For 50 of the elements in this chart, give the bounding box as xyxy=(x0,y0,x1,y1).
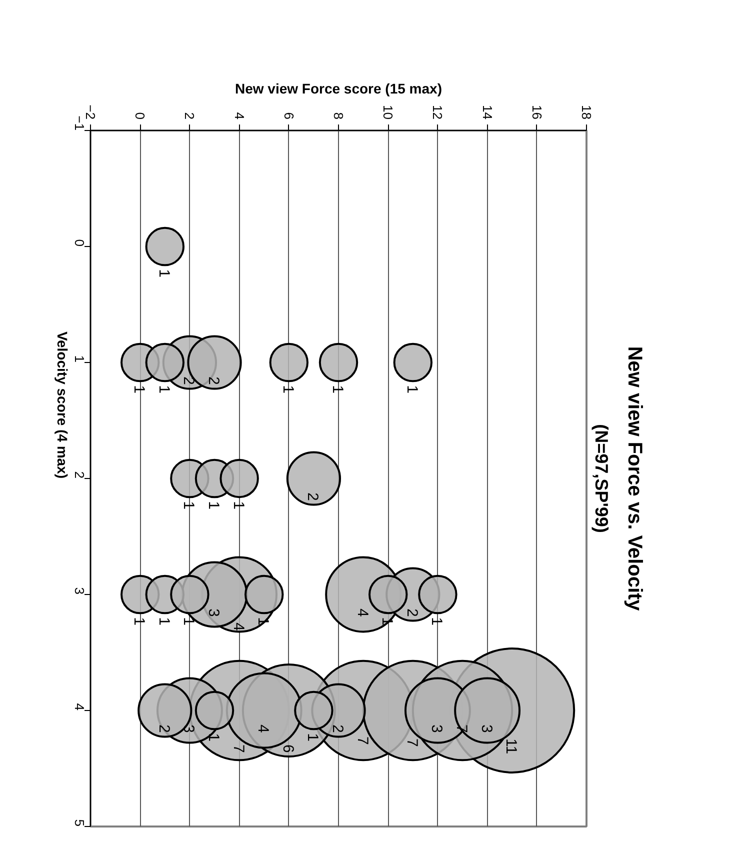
text: New view Force vs. Velocity xyxy=(624,346,646,612)
x-tick-label: 0 xyxy=(132,112,148,120)
annotation: 2 xyxy=(155,724,172,733)
annotation: 1 xyxy=(155,617,172,626)
y-tick-label: 0 xyxy=(72,239,87,247)
annotation: 2 xyxy=(329,724,346,733)
annotation: 1 xyxy=(130,617,148,626)
x-tick-label: 8 xyxy=(331,112,346,120)
annotation: 1 xyxy=(329,385,346,394)
y-axis-title: Velocity score (4 max) xyxy=(54,331,70,479)
annotation: 3 xyxy=(205,608,222,617)
annotation: 1 xyxy=(205,501,222,510)
y-tick-label: 1 xyxy=(72,355,87,363)
x-tick-label: 14 xyxy=(480,105,495,120)
annotation: 7 xyxy=(403,738,420,747)
annotation: 2 xyxy=(403,608,420,617)
x-tick-label: 12 xyxy=(430,105,446,120)
x-tick-label: 4 xyxy=(232,112,247,120)
annotation: 7 xyxy=(354,736,371,745)
annotation: 4 xyxy=(230,622,247,631)
x-axis-title: New view Force score (15 max) xyxy=(235,80,442,97)
annotation: 2 xyxy=(304,492,322,501)
annotation: 6 xyxy=(279,744,296,753)
x-tick-label: 18 xyxy=(579,105,594,120)
annotation: 3 xyxy=(478,724,495,733)
annotation: 4 xyxy=(354,608,371,617)
annotation: 1 xyxy=(230,501,247,510)
annotation: 1 xyxy=(180,617,198,626)
annotation: 1 xyxy=(403,385,420,394)
annotation: 1 xyxy=(428,617,446,626)
y-tick-label: 4 xyxy=(72,703,87,711)
text: (N=97,SP'99) xyxy=(592,424,612,533)
annotation: 1 xyxy=(155,269,172,278)
y-tick-label: 3 xyxy=(72,587,87,595)
x-tick-label: 2 xyxy=(182,112,198,120)
annotation: 3 xyxy=(428,724,446,733)
x-tick-label: 16 xyxy=(529,105,544,120)
annotation: 11 xyxy=(502,738,520,754)
x-tick-label: 6 xyxy=(281,112,296,120)
annotation: 1 xyxy=(130,385,148,394)
y-tick-label: 5 xyxy=(72,819,87,827)
annotation: 2 xyxy=(205,376,222,385)
annotation: 1 xyxy=(279,385,296,394)
annotation: 1 xyxy=(180,501,198,510)
annotation: 1 xyxy=(304,733,322,742)
annotation: 1 xyxy=(155,385,172,394)
annotation: 7 xyxy=(230,744,247,753)
annotation: 4 xyxy=(254,724,272,733)
y-tick-label: 2 xyxy=(72,471,87,479)
x-tick-label: 10 xyxy=(380,105,396,120)
